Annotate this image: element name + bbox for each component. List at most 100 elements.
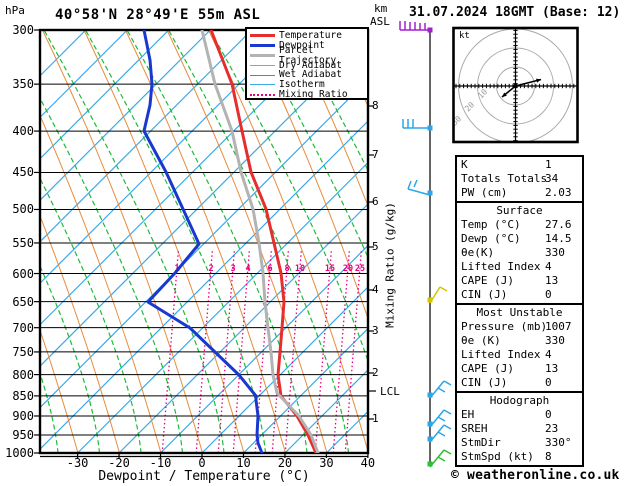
legend-item-label: Wet Adiabat: [279, 69, 342, 81]
table-row: Totals Totals 34: [457, 172, 582, 186]
altitude-tick-label: 8: [372, 99, 379, 112]
table-row-label: Totals Totals: [461, 172, 548, 185]
legend-line-swatch: [250, 34, 275, 38]
legend-item: Dry Adiabat: [250, 60, 367, 70]
hodograph-ring-label: 30: [450, 114, 463, 127]
pressure-tick-label: 550: [12, 235, 34, 250]
table-row: CAPE (J) 13: [457, 274, 582, 288]
table-row-label: θe(K): [461, 246, 495, 259]
table-row-value: 1007: [545, 320, 572, 333]
table-row-value: 4: [545, 348, 552, 361]
table-row-label: CIN (J): [461, 288, 508, 301]
table-row: CAPE (J) 13: [457, 362, 582, 376]
page-title: 40°58'N 28°49'E 55m ASL: [55, 7, 261, 23]
temperature-tick-label: -10: [149, 456, 172, 470]
legend-line-swatch: [250, 84, 275, 86]
pressure-tick-label: 700: [12, 320, 34, 335]
pressure-tick-label: 450: [12, 165, 34, 180]
mixing-ratio-line-label: 20: [343, 264, 353, 274]
wind-level-marker: [427, 461, 433, 467]
altitude-tick-label: 7: [372, 148, 379, 161]
table-row: Lifted Index 4: [457, 260, 582, 274]
table-row-value: 8: [545, 450, 552, 463]
pressure-tick-label: 300: [12, 23, 34, 37]
table-row-value: 14.5: [545, 232, 572, 245]
mixing-ratio-line-label: 4: [245, 264, 250, 274]
table-row-value: 4: [545, 260, 552, 273]
altitude-tick-label: 5: [372, 240, 379, 253]
mixing-ratio-line-label: 8: [284, 264, 289, 274]
temperature-tick-label: -30: [66, 456, 89, 470]
wind-level-marker: [427, 297, 433, 303]
mixing-ratio-line-label: 3: [230, 264, 235, 274]
legend-item-label: Dry Adiabat: [279, 59, 342, 71]
altitude-tick-label: 1: [372, 412, 379, 425]
temperature-tick-label: 30: [319, 456, 334, 470]
table-row-label: CAPE (J): [461, 274, 514, 287]
table-row-label: CAPE (J): [461, 362, 514, 375]
temperature-tick-label: 10: [236, 456, 251, 470]
pressure-tick-label: 650: [12, 294, 34, 309]
table-row: CIN (J) 0: [457, 288, 582, 302]
pressure-tick-label: 350: [12, 77, 34, 92]
table-row: StmDir 330°: [457, 436, 582, 450]
legend-item-label: Temperature: [279, 30, 342, 42]
table-row-value: 330°: [545, 436, 572, 449]
legend-item-label: Parcel Trajectory: [279, 45, 337, 66]
legend-item-label: Mixing Ratio: [279, 88, 348, 100]
pressure-tick-label: 750: [12, 344, 34, 359]
table-row: Lifted Index 4: [457, 348, 582, 362]
legend-item: Dewpoint: [250, 41, 367, 51]
mixing-ratio-line-label: 25: [355, 264, 365, 274]
table-row-value: 34: [545, 172, 559, 185]
table-header: Surface: [496, 204, 543, 217]
mixing-ratio-axis-label: Mixing Ratio (g/kg): [383, 202, 397, 328]
table-header: Most Unstable: [476, 306, 563, 319]
table-row: θe(K) 330: [457, 246, 582, 260]
lcl-label: LCL: [380, 385, 400, 398]
altitude-tick-label: 2: [372, 366, 379, 379]
mixing-ratio-line-label: 10: [295, 264, 305, 274]
legend-item: Mixing Ratio: [250, 90, 367, 100]
indices-table: Most Unstable Pressure (mb) 1007 θe (K) 330 L…: [455, 303, 584, 393]
legend-item: Parcel Trajectory: [250, 46, 367, 65]
table-row-label: StmSpd (kt): [461, 450, 534, 463]
hodograph-ring-label: 20: [463, 100, 476, 113]
table-row-label: EH: [461, 408, 475, 421]
legend-line-swatch: [250, 74, 275, 76]
indices-table: Surface Temp (°C) 27.6 Dewp (°C) 14.5 θe(K) 33…: [455, 201, 584, 305]
pressure-tick-label: 800: [12, 367, 34, 382]
table-row-value: 0: [545, 288, 552, 301]
legend-item: Temperature: [250, 31, 367, 41]
table-row-label: Dewp (°C): [461, 232, 521, 245]
legend-item-label: Dewpoint: [279, 39, 325, 51]
legend-item: Wet Adiabat: [250, 70, 367, 80]
temperature-tick-label: 20: [277, 456, 293, 470]
table-row: θe (K) 330: [457, 334, 582, 348]
pressure-tick-label: 1000: [5, 446, 34, 460]
altitude-tick-label: 6: [372, 195, 379, 208]
mixing-ratio-line-label: 2: [208, 264, 213, 274]
table-row-value: 0: [545, 376, 552, 389]
sounding-curves: [142, 30, 320, 453]
table-row-value: 27.6: [545, 218, 572, 231]
table-row-label: PW (cm): [461, 186, 508, 199]
legend-line-swatch: [250, 93, 275, 96]
pressure-axis-unit: hPa: [5, 4, 25, 17]
wind-level-marker: [427, 421, 433, 427]
valid-time-title: 31.07.2024 18GMT (Base: 12): [409, 5, 621, 20]
table-row-label: Pressure (mb): [461, 320, 548, 333]
table-row-value: 23: [545, 422, 559, 435]
pressure-tick-label: 900: [12, 408, 34, 423]
altitude-axis-unit-km: km: [374, 2, 388, 15]
legend-line-swatch: [250, 64, 275, 66]
table-row-value: 330: [545, 246, 565, 259]
table-row: PW (cm) 2.03: [457, 186, 582, 200]
table-row-value: 2.03: [545, 186, 572, 199]
table-row: Dewp (°C) 14.5: [457, 232, 582, 246]
copyright-credit: © weatheronline.co.uk: [451, 468, 620, 483]
